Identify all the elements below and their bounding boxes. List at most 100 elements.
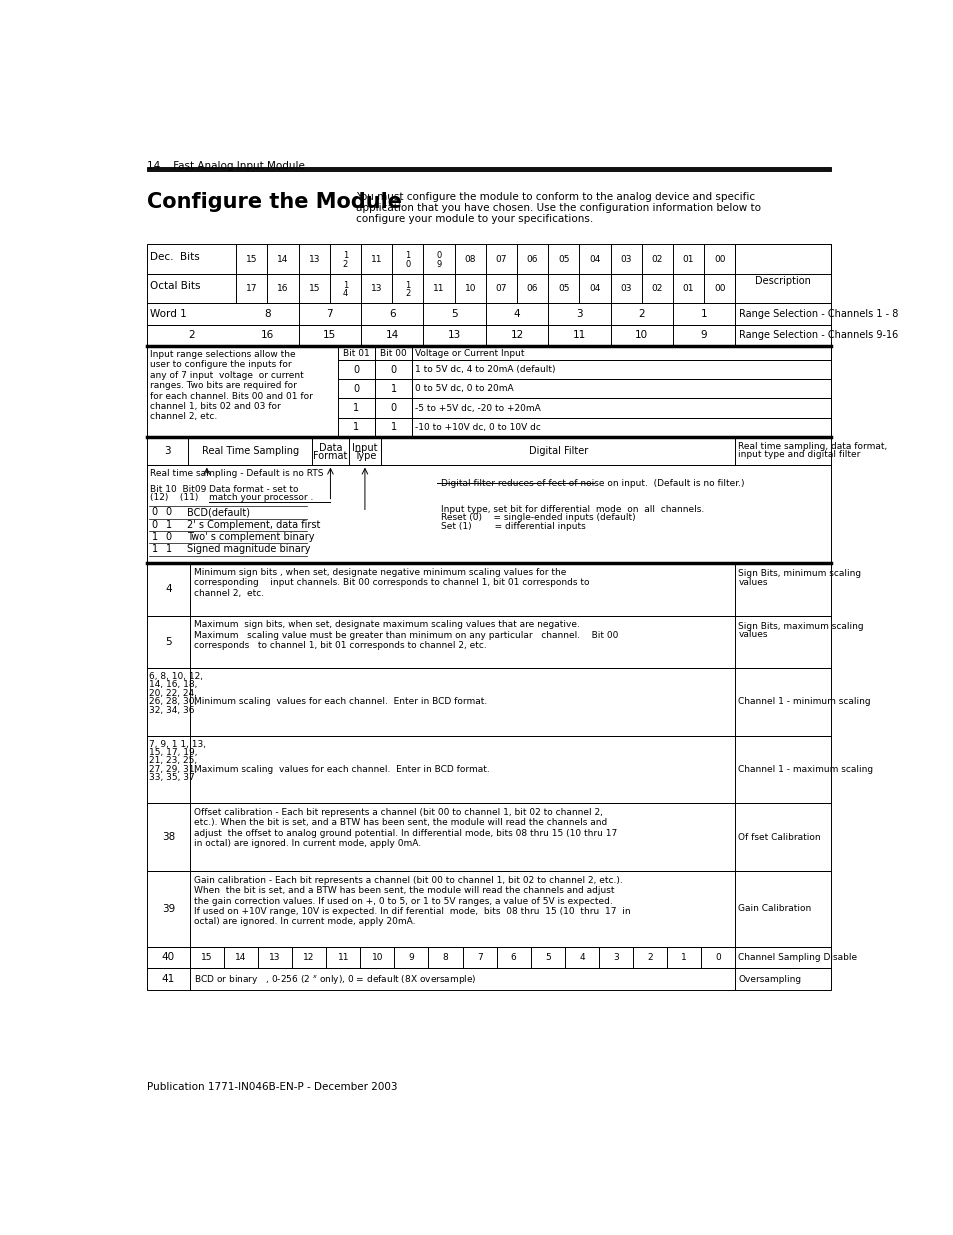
Bar: [412, 346, 830, 359]
Text: 0: 0: [390, 403, 396, 412]
Text: 14, 16, 18,: 14, 16, 18,: [150, 680, 197, 689]
Text: You must configure the module to conform to the analog device and specific: You must configure the module to conform…: [355, 193, 754, 203]
Text: 2' s Complement, data first: 2' s Complement, data first: [187, 520, 319, 530]
Text: 1: 1: [342, 252, 348, 261]
Text: Data: Data: [318, 443, 342, 453]
Text: 07: 07: [496, 254, 507, 263]
Text: 04: 04: [589, 254, 600, 263]
Text: Format: Format: [313, 451, 347, 461]
Text: 1: 1: [152, 532, 158, 542]
Text: Two' s complement binary: Two' s complement binary: [187, 532, 314, 542]
Text: 7, 9, 1 1, 13,: 7, 9, 1 1, 13,: [150, 740, 206, 748]
Bar: [147, 168, 830, 172]
Bar: [375, 359, 412, 379]
Text: Range Selection - Channels 1 - 8: Range Selection - Channels 1 - 8: [739, 309, 898, 319]
Text: 12: 12: [510, 330, 523, 341]
Text: 13: 13: [448, 330, 460, 341]
Text: 14    Fast Analog Input Module: 14 Fast Analog Input Module: [147, 162, 305, 172]
Text: Minimum sign bits , when set, designate negative minimum scaling values for the
: Minimum sign bits , when set, designate …: [193, 568, 589, 598]
Text: 2: 2: [638, 309, 644, 319]
Bar: [147, 303, 830, 325]
Text: 40: 40: [162, 952, 174, 962]
Text: 11: 11: [572, 330, 585, 341]
Text: 9: 9: [700, 330, 707, 341]
Text: 3: 3: [613, 953, 618, 962]
Text: 21, 23, 25,: 21, 23, 25,: [150, 757, 197, 766]
Text: 7: 7: [326, 309, 333, 319]
Text: 8: 8: [442, 953, 448, 962]
Text: 03: 03: [619, 254, 631, 263]
Text: Real time sampling - Default is no RTS: Real time sampling - Default is no RTS: [150, 469, 323, 478]
Text: Oversampling: Oversampling: [738, 974, 801, 983]
Bar: [375, 399, 412, 417]
Text: Bit 00: Bit 00: [380, 350, 407, 358]
Text: 1: 1: [390, 422, 396, 432]
Text: 0: 0: [390, 364, 396, 374]
Text: Gain Calibration: Gain Calibration: [738, 904, 811, 914]
Text: 00: 00: [713, 284, 725, 293]
Text: Set (1)        = differential inputs: Set (1) = differential inputs: [440, 521, 585, 531]
Text: 1 to 5V dc, 4 to 20mA (default): 1 to 5V dc, 4 to 20mA (default): [415, 366, 556, 374]
Text: 2: 2: [188, 330, 194, 341]
Text: Word 1: Word 1: [150, 309, 187, 319]
Text: application that you have chosen. Use the configuration information below to: application that you have chosen. Use th…: [355, 203, 760, 212]
Text: Channel 1 - maximum scaling: Channel 1 - maximum scaling: [738, 766, 873, 774]
Text: configure your module to your specifications.: configure your module to your specificat…: [355, 214, 592, 224]
Text: 41: 41: [162, 974, 175, 984]
Text: 1: 1: [700, 309, 707, 319]
Text: 15, 17, 19,: 15, 17, 19,: [150, 748, 198, 757]
Text: 14: 14: [235, 953, 247, 962]
Text: Bit 10  Bit09: Bit 10 Bit09: [150, 484, 207, 494]
Text: 11: 11: [337, 953, 349, 962]
Text: Digital Filter: Digital Filter: [528, 446, 587, 456]
Text: 2: 2: [342, 259, 348, 269]
Text: 1: 1: [353, 422, 359, 432]
Bar: [147, 968, 830, 989]
Bar: [147, 325, 830, 346]
Text: Sign Bits, maximum scaling: Sign Bits, maximum scaling: [738, 621, 863, 631]
Text: BCD(default): BCD(default): [187, 508, 250, 517]
Text: Maximum  sign bits, when set, designate maximum scaling values that are negative: Maximum sign bits, when set, designate m…: [193, 620, 618, 650]
Text: 4: 4: [578, 953, 584, 962]
Bar: [147, 245, 830, 274]
Bar: [147, 804, 830, 871]
Bar: [147, 563, 830, 615]
Text: 3: 3: [576, 309, 582, 319]
Text: 1: 1: [342, 280, 348, 290]
Bar: [147, 947, 830, 968]
Text: 6, 8, 10, 12,: 6, 8, 10, 12,: [150, 672, 203, 680]
Text: 2: 2: [647, 953, 652, 962]
Bar: [412, 417, 830, 437]
Text: Dec.  Bits: Dec. Bits: [150, 252, 200, 262]
Text: 16: 16: [260, 330, 274, 341]
Text: 1: 1: [353, 403, 359, 412]
Text: Reset (0)    = single-ended inputs (default): Reset (0) = single-ended inputs (default…: [440, 514, 635, 522]
Text: 0: 0: [436, 252, 441, 261]
Text: 15: 15: [308, 284, 319, 293]
Text: 0: 0: [152, 520, 158, 530]
Bar: [337, 359, 375, 379]
Text: values: values: [738, 630, 767, 640]
Text: values: values: [738, 578, 767, 587]
Text: Input type, set bit for differential  mode  on  all  channels.: Input type, set bit for differential mod…: [440, 505, 703, 514]
Text: Gain calibration - Each bit represents a channel (bit 00 to channel 1, bit 02 to: Gain calibration - Each bit represents a…: [193, 876, 630, 926]
Text: 10: 10: [464, 284, 476, 293]
Bar: [147, 464, 830, 563]
Text: 9: 9: [408, 953, 414, 962]
Text: 13: 13: [371, 284, 382, 293]
Text: 17: 17: [246, 284, 257, 293]
Bar: [147, 871, 830, 947]
Text: 01: 01: [682, 284, 694, 293]
Text: 06: 06: [526, 284, 537, 293]
Text: 26, 28, 30,: 26, 28, 30,: [150, 698, 197, 706]
Text: 14: 14: [277, 254, 289, 263]
Text: match your processor .: match your processor .: [209, 493, 314, 503]
Bar: [147, 615, 830, 668]
Text: 1: 1: [390, 384, 396, 394]
Text: 01: 01: [682, 254, 694, 263]
Text: 1: 1: [166, 545, 172, 555]
Bar: [337, 346, 375, 359]
Text: 12: 12: [303, 953, 314, 962]
Text: 1: 1: [680, 953, 686, 962]
Text: 16: 16: [277, 284, 289, 293]
